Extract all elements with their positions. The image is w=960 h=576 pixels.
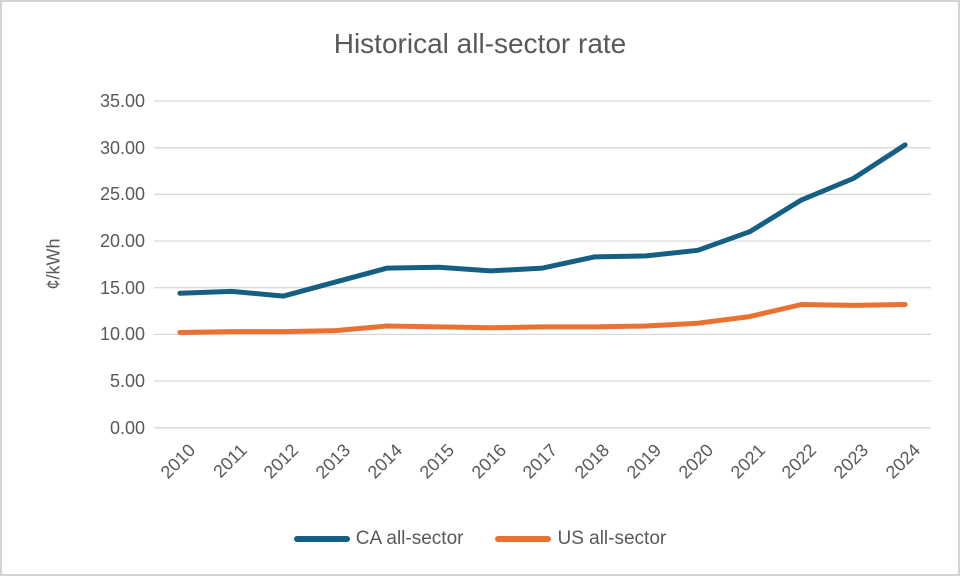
y-tick-label: 30.00 xyxy=(99,137,145,158)
legend-item-ca-all-sector: CA all-sector xyxy=(293,528,464,550)
y-tick-label: 35.00 xyxy=(99,91,145,111)
ca-series-swatch-icon xyxy=(293,536,350,542)
y-tick-label: 15.00 xyxy=(99,277,145,298)
legend-label-us: US all-sector xyxy=(557,528,667,549)
legend-label-ca: CA all-sector xyxy=(355,528,464,549)
y-tick-label: 5.00 xyxy=(109,371,145,392)
legend-item-us-all-sector: US all-sector xyxy=(495,528,666,550)
y-tick-label: 0.00 xyxy=(109,417,145,438)
legend: CA all-sector US all-sector xyxy=(2,527,958,551)
us-series-swatch-icon xyxy=(495,536,552,542)
series-line-ca-all-sector xyxy=(177,142,908,299)
y-tick-label: 25.00 xyxy=(99,184,145,205)
chart-title: Historical all-sector rate xyxy=(333,28,627,59)
series-line-us-all-sector xyxy=(177,302,908,335)
y-tick-label: 20.00 xyxy=(99,231,145,251)
y-tick-label: 10.00 xyxy=(99,324,145,345)
